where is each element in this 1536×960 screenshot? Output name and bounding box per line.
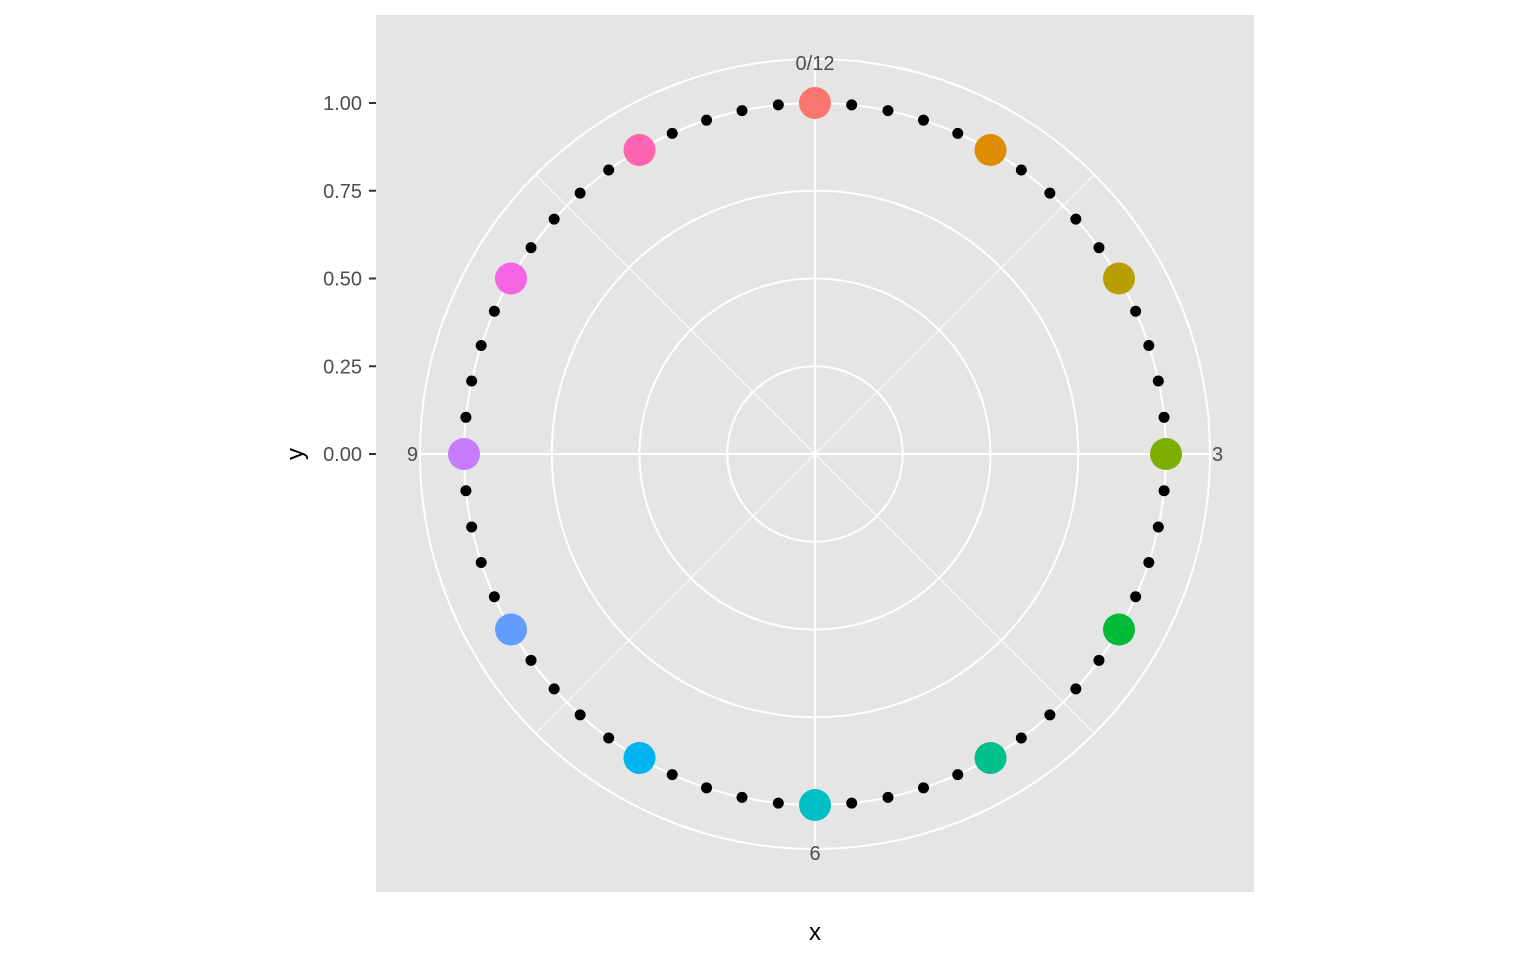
minute-point [488,305,500,317]
minute-point [548,683,560,695]
theta-tick-label: 0/12 [796,53,835,75]
minute-point [488,591,500,603]
minute-point [1158,411,1170,423]
hour-point [495,262,528,295]
minute-point [466,375,478,387]
y-tick-label: 0.50 [323,269,362,291]
hour-point [623,741,656,774]
minute-point [603,732,615,744]
minute-point [846,99,858,111]
theta-minor-gridline [535,453,816,734]
minute-point [1130,305,1142,317]
hour-point [495,613,528,646]
minute-point [460,485,472,497]
minute-point [574,709,586,721]
minute-point [1015,732,1027,744]
minute-point [736,791,748,803]
minute-point [475,340,487,352]
hour-point [799,789,831,821]
minute-point [701,114,713,126]
minute-point [846,797,858,809]
minute-points [460,99,1170,809]
minute-point [1015,164,1027,176]
minute-point [1044,709,1056,721]
minute-point [1152,521,1164,533]
minute-point [882,105,894,117]
minute-point [603,164,615,176]
hour-point [974,741,1007,774]
minute-point [574,187,586,199]
theta-tick-label: 3 [1212,444,1223,466]
minute-point [952,769,964,781]
y-axis: 1.00 0.75 0.50 0.25 0.00 [323,93,376,466]
hour-point [1102,613,1135,646]
y-tick-label: 0.00 [323,444,362,466]
minute-point [666,769,678,781]
minute-point [772,99,784,111]
minute-point [525,242,537,254]
hour-point [974,134,1007,167]
y-axis-title: y [282,448,309,460]
minute-point [475,556,487,568]
hour-point [623,134,656,167]
hour-point [1150,438,1182,470]
minute-point [1070,683,1082,695]
theta-tick-label: 9 [407,444,418,466]
minute-point [701,782,713,794]
minute-point [460,411,472,423]
minute-point [1044,187,1056,199]
minute-point [1070,213,1082,225]
minute-point [1093,242,1105,254]
y-tick-label: 0.75 [323,181,362,203]
minute-point [736,105,748,117]
minute-point [1093,654,1105,666]
minute-point [917,114,929,126]
hour-point [448,438,480,470]
minute-point [1152,375,1164,387]
minute-point [1158,485,1170,497]
theta-tick-labels: 0/12 3 6 9 [407,53,1223,865]
theta-minor-gridline [814,453,1095,734]
hour-points [448,87,1182,821]
minute-point [1143,556,1155,568]
minute-point [666,127,678,139]
minute-point [1143,340,1155,352]
minute-point [466,521,478,533]
minute-point [917,782,929,794]
hour-point [799,87,831,119]
minute-point [952,127,964,139]
y-tick-label: 1.00 [323,93,362,115]
minute-point [525,654,537,666]
minute-point [882,791,894,803]
minute-point [548,213,560,225]
theta-minor-gridline [535,174,816,455]
x-axis-title: x [809,919,821,946]
hour-point [1102,262,1135,295]
minute-point [772,797,784,809]
y-tick-label: 0.25 [323,356,362,378]
minute-point [1130,591,1142,603]
grid [419,58,1211,850]
theta-minor-gridline [814,174,1095,455]
theta-tick-label: 6 [809,843,820,865]
